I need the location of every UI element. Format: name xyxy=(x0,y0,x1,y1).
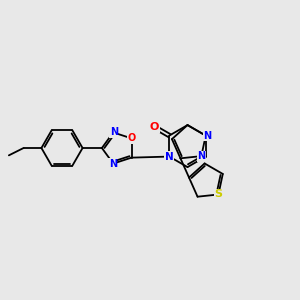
Text: N: N xyxy=(165,152,174,162)
Text: S: S xyxy=(214,190,222,200)
Text: O: O xyxy=(150,122,159,132)
Text: O: O xyxy=(128,134,136,143)
Text: N: N xyxy=(197,151,206,161)
Text: N: N xyxy=(110,128,118,137)
Text: N: N xyxy=(109,159,117,169)
Text: N: N xyxy=(203,130,211,141)
